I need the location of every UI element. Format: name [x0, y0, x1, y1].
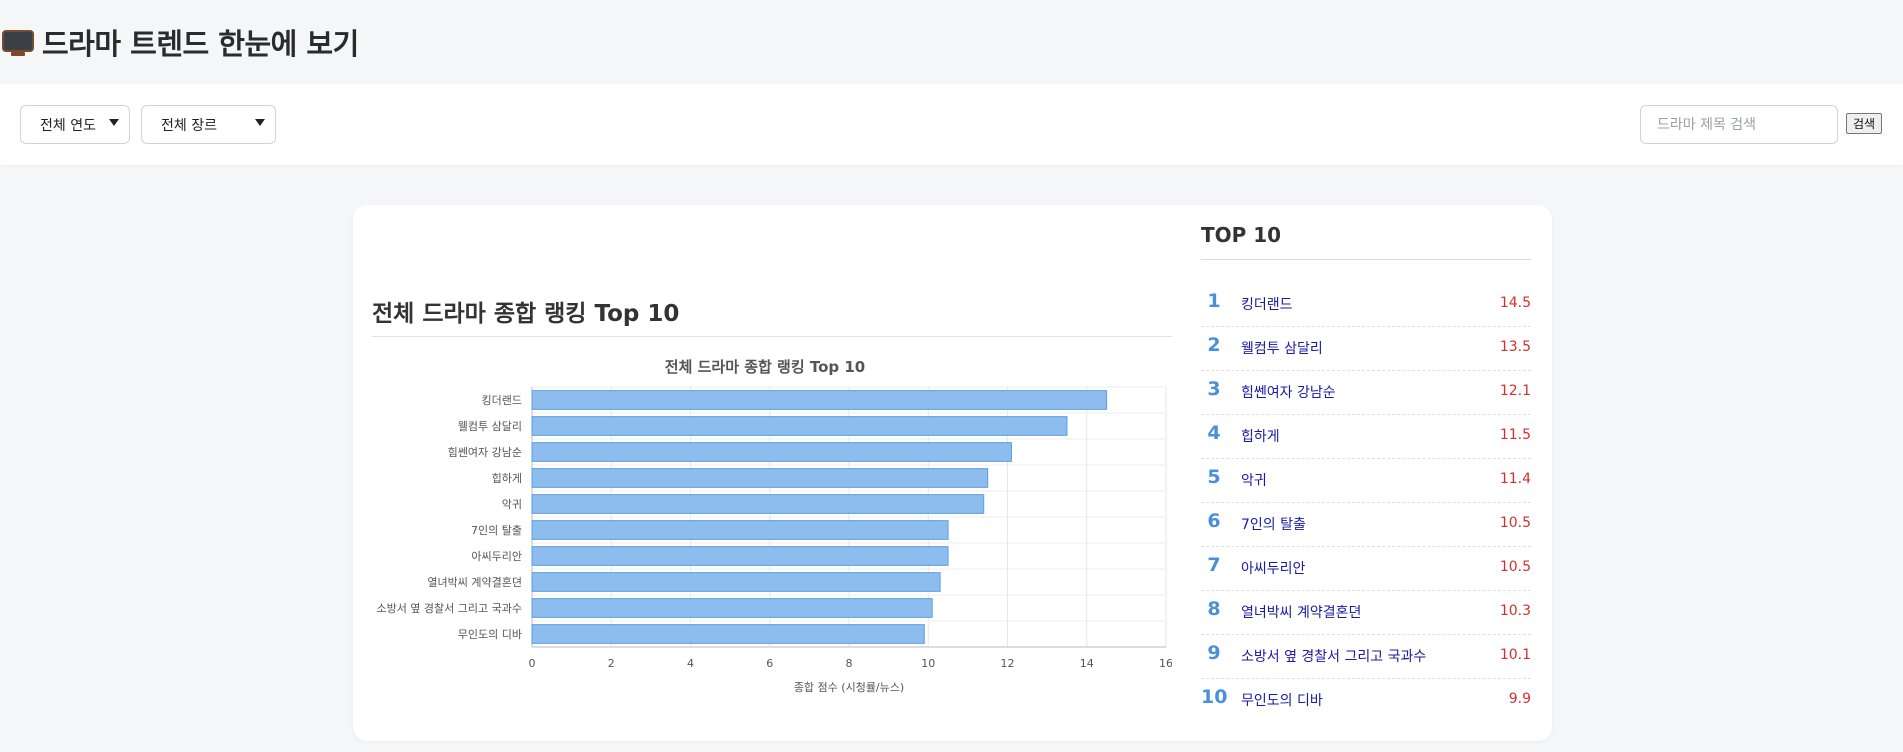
rank-number: 5	[1207, 466, 1221, 488]
list-item[interactable]: 10 무인도의 디바 9.9	[1201, 679, 1531, 723]
y-tick-label: 아씨두리안	[471, 550, 522, 563]
drama-score: 14.5	[1499, 295, 1531, 311]
y-tick-label: 열녀박씨 계약결혼뎐	[427, 575, 522, 589]
y-tick-label: 소방서 옆 경찰서 그리고 국과수	[376, 602, 522, 615]
drama-score: 9.9	[1508, 691, 1531, 707]
drama-title-link[interactable]: 무인도의 디바	[1241, 693, 1323, 709]
section-divider	[372, 336, 1172, 337]
app-header: 드라마 트렌드 한눈에 보기	[0, 0, 1903, 84]
chevron-down-icon	[255, 119, 265, 126]
rank-number: 4	[1207, 422, 1221, 444]
bar	[531, 390, 1108, 410]
y-tick-label: 힘쎈여자 강남순	[448, 446, 522, 459]
drama-title-link[interactable]: 소방서 옆 경찰서 그리고 국과수	[1241, 649, 1427, 665]
bar	[531, 572, 941, 592]
bar	[531, 598, 933, 618]
x-tick-label: 12	[1001, 657, 1015, 670]
top10-divider	[1201, 259, 1531, 260]
drama-title-link[interactable]: 킹더랜드	[1241, 297, 1293, 313]
rank-number: 8	[1207, 598, 1221, 620]
x-tick-label: 14	[1080, 657, 1094, 670]
bar	[531, 546, 949, 566]
list-item[interactable]: 1 킹더랜드 14.5	[1201, 283, 1531, 327]
drama-title-link[interactable]: 열녀박씨 계약결혼뎐	[1241, 605, 1362, 621]
y-tick-label: 7인의 탈출	[471, 524, 522, 537]
year-select-value: 전체 연도	[40, 117, 96, 134]
y-tick-label: 악귀	[502, 498, 522, 511]
bar	[531, 494, 985, 514]
list-item[interactable]: 2 웰컴투 삼달리 13.5	[1201, 327, 1531, 371]
list-item[interactable]: 5 악귀 11.4	[1201, 459, 1531, 503]
drama-score: 10.3	[1499, 603, 1531, 619]
drama-title-link[interactable]: 7인의 탈출	[1241, 517, 1306, 533]
x-tick-label: 4	[687, 657, 694, 670]
filter-bar: 전체 연도 전체 장르 검색	[0, 84, 1903, 165]
section-title: 전체 드라마 종합 랭킹 Top 10	[372, 301, 680, 327]
bar	[531, 442, 1012, 462]
ranking-bar-chart: 전체 드라마 종합 랭킹 Top 10 0 2 4 6 8 10 12 14 16 킹더랜드웰컴투 …	[376, 358, 1172, 694]
chevron-down-icon	[109, 119, 119, 126]
page-title: 드라마 트렌드 한눈에 보기	[42, 27, 359, 61]
ranking-card: 전체 드라마 종합 랭킹 Top 10 전체 드라마 종합 랭킹 Top 10 0…	[353, 205, 1552, 741]
list-item[interactable]: 9 소방서 옆 경찰서 그리고 국과수 10.1	[1201, 635, 1531, 679]
bar	[531, 416, 1068, 436]
drama-score: 11.4	[1499, 471, 1531, 487]
drama-score: 13.5	[1499, 339, 1531, 355]
list-item[interactable]: 6 7인의 탈출 10.5	[1201, 503, 1531, 547]
rank-number: 10	[1201, 686, 1228, 708]
year-select[interactable]: 전체 연도	[20, 105, 130, 144]
rank-number: 2	[1207, 334, 1221, 356]
search-button[interactable]: 검색	[1846, 113, 1883, 134]
x-tick-label: 6	[766, 657, 773, 670]
chart-title: 전체 드라마 종합 랭킹 Top 10	[665, 358, 865, 376]
bar	[531, 468, 989, 488]
drama-score: 11.5	[1499, 427, 1531, 443]
bar	[531, 624, 925, 644]
x-tick-label: 10	[921, 657, 935, 670]
x-axis-label: 종합 점수 (시청률/뉴스)	[794, 681, 904, 694]
search-input[interactable]	[1640, 105, 1838, 144]
x-tick-label: 0	[529, 657, 536, 670]
drama-title-link[interactable]: 힙하게	[1241, 429, 1280, 445]
y-tick-label: 웰컴투 삼달리	[458, 420, 522, 433]
genre-select-value: 전체 장르	[161, 117, 217, 134]
rank-number: 1	[1207, 290, 1221, 312]
list-item[interactable]: 3 힘쎈여자 강남순 12.1	[1201, 371, 1531, 415]
rank-number: 3	[1207, 378, 1221, 400]
list-item[interactable]: 8 열녀박씨 계약결혼뎐 10.3	[1201, 591, 1531, 635]
x-tick-label: 16	[1159, 657, 1172, 670]
y-tick-label: 힙하게	[492, 471, 522, 485]
x-tick-label: 2	[608, 657, 615, 670]
drama-score: 10.5	[1499, 559, 1531, 575]
rank-number: 9	[1207, 642, 1221, 664]
genre-select[interactable]: 전체 장르	[141, 105, 276, 144]
drama-score: 12.1	[1499, 383, 1531, 399]
top10-list: 1 킹더랜드 14.5 2 웰컴투 삼달리 13.5 3 힘쎈여자 강남순 12.1 4 힙하게 11…	[1201, 283, 1531, 723]
rank-number: 7	[1207, 554, 1221, 576]
drama-title-link[interactable]: 아씨두리안	[1241, 561, 1306, 577]
drama-score: 10.1	[1499, 647, 1531, 663]
top10-title: TOP 10	[1201, 223, 1282, 247]
y-tick-label: 무인도의 디바	[458, 628, 522, 641]
drama-score: 10.5	[1499, 515, 1531, 531]
list-item[interactable]: 7 아씨두리안 10.5	[1201, 547, 1531, 591]
bar	[531, 520, 949, 540]
drama-title-link[interactable]: 웰컴투 삼달리	[1241, 341, 1323, 357]
drama-title-link[interactable]: 힘쎈여자 강남순	[1241, 385, 1336, 401]
list-item[interactable]: 4 힙하게 11.5	[1201, 415, 1531, 459]
drama-title-link[interactable]: 악귀	[1241, 473, 1267, 489]
rank-number: 6	[1207, 510, 1221, 532]
y-tick-label: 킹더랜드	[482, 394, 522, 407]
x-tick-label: 8	[846, 657, 853, 670]
tv-icon	[2, 28, 34, 56]
